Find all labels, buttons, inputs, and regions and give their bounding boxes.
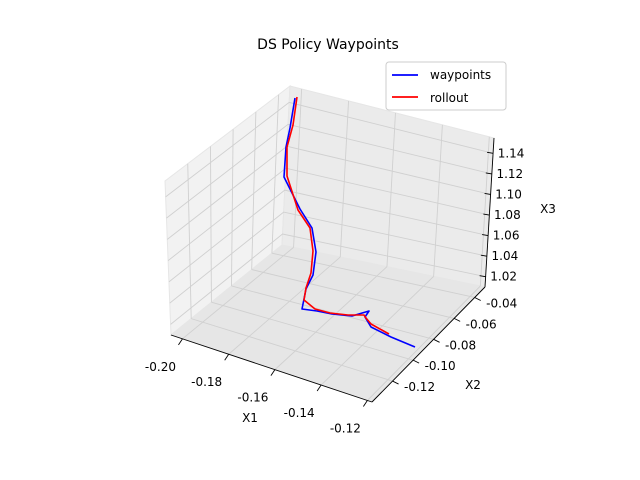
grid-x2	[191, 318, 393, 382]
x3-axis-line	[484, 137, 495, 288]
x-axis-label: X1	[242, 411, 258, 425]
axes	[170, 137, 495, 407]
x3-tick-label: 1.10	[495, 187, 522, 201]
x1-tick-label: -0.16	[237, 391, 268, 405]
x2-tick-label: -0.10	[425, 359, 456, 373]
x2-axis-line	[371, 286, 486, 403]
tick-mark-x3	[486, 151, 494, 154]
grid-x1-wall	[339, 100, 349, 258]
z-axis-label: X3	[540, 202, 556, 216]
grid-x1	[367, 285, 481, 401]
grid-x2	[251, 269, 455, 319]
x2-tick-label: -0.06	[466, 317, 497, 331]
grid-x2-wall	[251, 111, 257, 270]
tick-mark-x2	[474, 297, 481, 301]
x3-tick-label: 1.12	[496, 167, 523, 181]
x2-tick-label: -0.04	[486, 296, 517, 310]
grid-x2-wall	[271, 94, 280, 254]
x3-tick-label: 1.02	[490, 270, 517, 284]
x1-tick-label: -0.18	[191, 375, 222, 389]
grid-x1	[228, 256, 341, 355]
tick-mark-x1	[224, 353, 230, 361]
grid-x2-wall	[210, 146, 212, 303]
chart-title: DS Policy Waypoints	[257, 37, 399, 53]
x3-tick-label: 1.06	[493, 229, 520, 243]
grid-x2-wall	[231, 129, 234, 286]
grid-x3	[165, 101, 494, 198]
x1-tick-label: -0.14	[284, 406, 315, 420]
x1-axis-line	[170, 334, 373, 403]
x3-tick-label: 1.04	[492, 249, 519, 263]
y-axis-label: X2	[465, 378, 481, 392]
grid-x3	[169, 211, 487, 304]
tick-mark-x3	[482, 234, 489, 237]
grid-x2-wall	[187, 163, 192, 319]
grid-x3	[168, 189, 489, 283]
x3-tick-label: 1.08	[494, 208, 521, 222]
tick-mark-x2	[392, 380, 399, 385]
tick-mark-x2	[453, 317, 461, 322]
legend: waypoints rollout	[385, 61, 507, 111]
grid-x3	[167, 167, 490, 261]
tick-mark-x3	[479, 275, 486, 278]
panes	[164, 84, 495, 403]
legend-label-rollout: rollout	[430, 91, 469, 105]
tick-mark-x1	[316, 384, 322, 392]
tick-mark-x1	[270, 369, 276, 376]
grid-x1-wall	[386, 112, 396, 267]
x2-tick-label: -0.08	[445, 338, 476, 352]
grid-x1	[274, 266, 388, 370]
tick-labels: -0.20 -0.18 -0.16 -0.14 -0.12 -0.04 -0.06 -0.08…	[145, 146, 525, 435]
tick-mark-x3	[480, 254, 487, 257]
legend-label-waypoints: waypoints	[430, 68, 491, 82]
grid-x1-wall	[433, 124, 443, 277]
grid-x1	[182, 247, 294, 340]
tick-mark-x1	[178, 338, 183, 346]
tick-mark-x2	[433, 338, 440, 343]
tick-mark-x1	[363, 400, 368, 407]
x1-tick-label: -0.20	[145, 360, 176, 374]
x1-tick-label: -0.12	[330, 421, 361, 435]
grid-x3	[170, 233, 486, 325]
grid-x1-wall	[293, 88, 303, 248]
x2-tick-label: -0.12	[404, 380, 435, 394]
series-layer	[283, 96, 416, 348]
series-line-rollout	[286, 96, 390, 335]
legend-box	[385, 61, 507, 111]
tick-mark-x2	[412, 359, 420, 364]
grid-x2	[211, 301, 414, 361]
x3-tick-label: 1.14	[498, 146, 525, 160]
grid-x2	[271, 252, 475, 298]
tick-mark-x3	[485, 172, 492, 175]
grid-x3	[166, 123, 492, 219]
tick-mark-x3	[484, 193, 491, 195]
tick-mark-x3	[483, 213, 490, 216]
grid-x1-wall	[479, 136, 490, 287]
